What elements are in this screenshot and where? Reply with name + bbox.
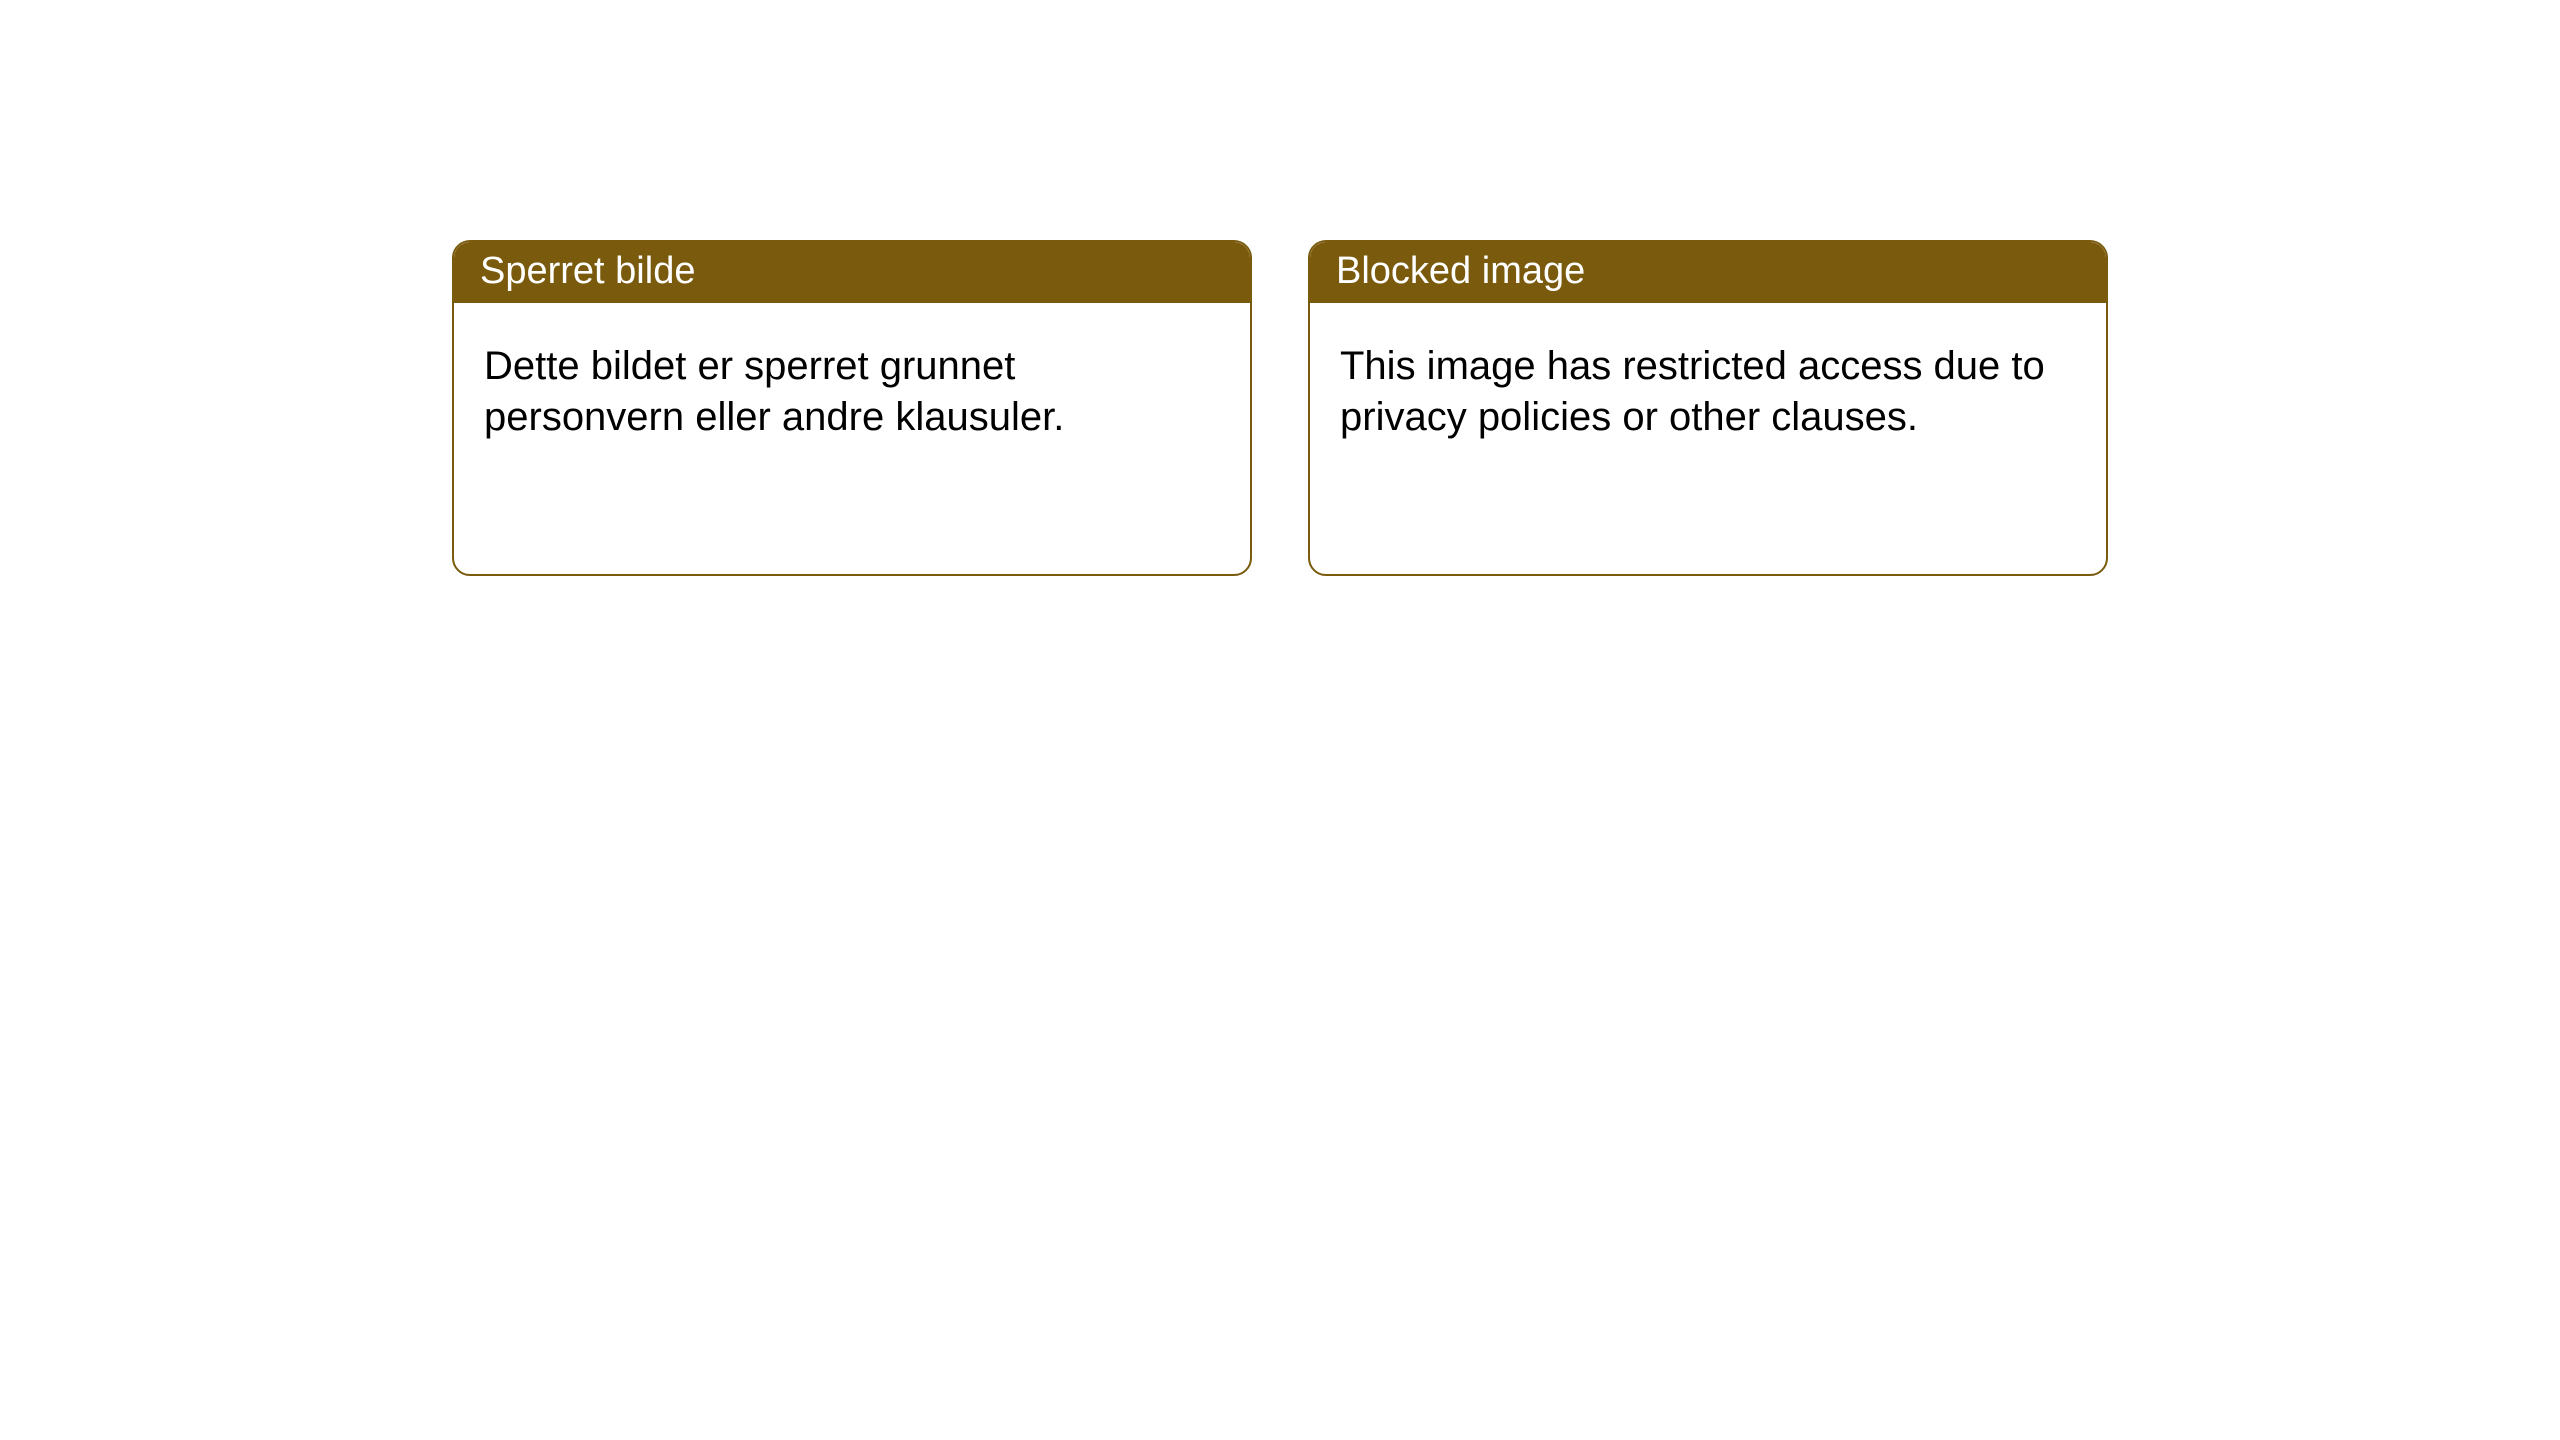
card-title: Sperret bilde: [454, 242, 1250, 303]
card-title: Blocked image: [1310, 242, 2106, 303]
notice-card-norwegian: Sperret bilde Dette bildet er sperret gr…: [452, 240, 1252, 576]
card-body-text: This image has restricted access due to …: [1310, 303, 2106, 574]
notice-card-english: Blocked image This image has restricted …: [1308, 240, 2108, 576]
notice-cards-wrapper: Sperret bilde Dette bildet er sperret gr…: [452, 240, 2108, 576]
card-body-text: Dette bildet er sperret grunnet personve…: [454, 303, 1250, 574]
